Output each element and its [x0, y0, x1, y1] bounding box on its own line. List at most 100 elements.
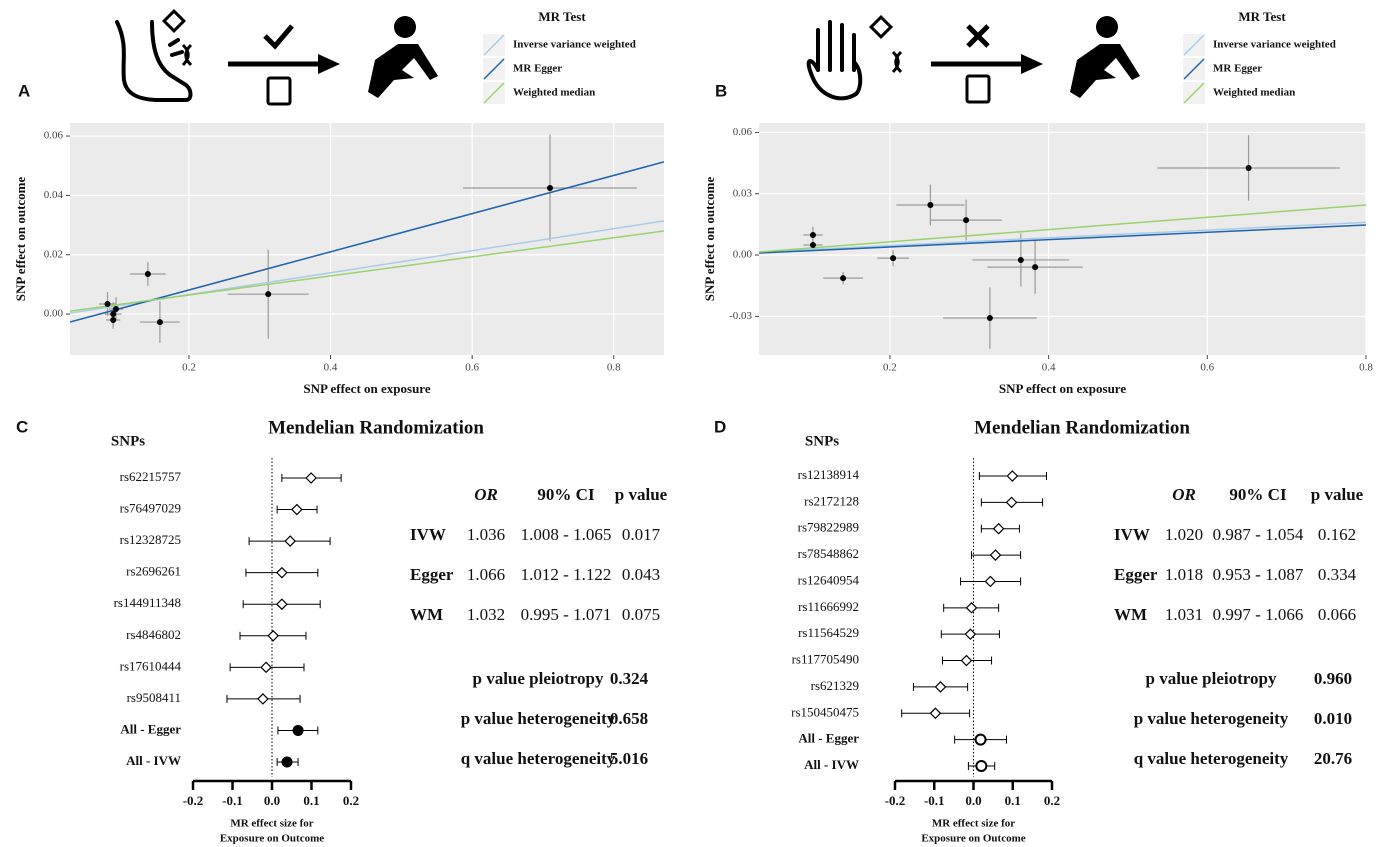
row-label: rs144911348	[114, 595, 181, 610]
estimate-marker	[1005, 496, 1018, 509]
table-cell: 0.995 - 1.071	[521, 605, 612, 624]
point	[1032, 264, 1039, 271]
x-tick-label: 0.6	[465, 362, 479, 374]
row-label: rs621329	[811, 678, 859, 693]
x-tick-label: -0.2	[885, 793, 906, 808]
x-tick-label: 0.0	[264, 793, 280, 808]
forest-title: Mendelian Randomization	[268, 417, 484, 438]
table-cell: 1.066	[467, 565, 505, 584]
table-cell: 1.018	[1165, 565, 1203, 584]
row-label: rs12328725	[120, 532, 181, 547]
point	[113, 306, 120, 313]
estimate-marker	[992, 522, 1005, 535]
estimate-marker	[965, 601, 978, 614]
table-header: 90% CI	[537, 485, 595, 504]
stat-label: q value heterogeneity	[1134, 749, 1289, 768]
estimate-marker	[260, 661, 272, 674]
estimate-marker	[305, 472, 317, 484]
stat-value: 20.76	[1314, 749, 1352, 768]
point	[110, 316, 117, 323]
stat-value: 0.010	[1314, 709, 1352, 728]
x-tick-label: 0.2	[883, 362, 897, 374]
stat-value: 5.016	[610, 749, 648, 768]
y-tick-label: 0.04	[44, 189, 64, 201]
x-tick-label: 0.2	[182, 362, 196, 374]
table-row-label: IVW	[410, 525, 446, 544]
x-axis-title: Exposure on Outcome	[220, 833, 324, 845]
x-tick-label: -0.2	[183, 793, 204, 808]
row-label: rs4846802	[126, 627, 181, 642]
estimate-marker	[284, 535, 297, 547]
point	[156, 319, 163, 326]
stat-label: p value heterogeneity	[1134, 709, 1289, 728]
table-cell: 0.334	[1318, 565, 1357, 584]
legend-title: MR Test	[1238, 9, 1286, 24]
estimate-marker	[960, 654, 973, 667]
point	[265, 291, 272, 298]
outcome-icon	[368, 16, 438, 98]
stat-label: p value pleiotropy	[473, 669, 604, 688]
x-tick-label: 0.1	[1005, 793, 1021, 808]
estimate-marker	[934, 681, 947, 693]
table-header: 90% CI	[1229, 485, 1287, 504]
exposure-icon-hand	[806, 20, 863, 101]
y-tick-label: 0.06	[44, 130, 64, 142]
x-axis-title: SNP effect on exposure	[303, 381, 430, 396]
arrow-a	[228, 24, 340, 106]
table-header: OR	[474, 485, 498, 504]
legend-key-line	[483, 82, 505, 104]
point	[809, 242, 816, 249]
row-label: rs62215757	[120, 469, 182, 484]
panel-label: C	[16, 417, 28, 436]
stat-label: q value heterogeneity	[461, 749, 616, 768]
table-cell: 0.066	[1318, 605, 1356, 624]
row-label: All - IVW	[126, 753, 181, 768]
table-cell: 1.032	[467, 605, 505, 624]
y-tick-label: -0.03	[729, 310, 752, 322]
x-axis-title: Exposure on Outcome	[921, 833, 1025, 845]
panel-label: D	[714, 417, 726, 436]
row-label: rs12640954	[798, 572, 860, 587]
x-axis-title: MR effect size for	[932, 818, 1015, 830]
x-tick-label: -0.1	[222, 793, 243, 808]
estimate-marker	[984, 575, 997, 588]
legend-key-line	[483, 34, 505, 56]
x-tick-label: 0.4	[1042, 362, 1056, 374]
summary-marker	[292, 724, 304, 736]
point	[110, 311, 117, 318]
stat-label: p value heterogeneity	[461, 709, 616, 728]
table-cell: 0.162	[1318, 525, 1356, 544]
point	[547, 184, 554, 191]
point	[1017, 256, 1024, 263]
table-cell: 1.031	[1165, 605, 1203, 624]
regression-line	[759, 221, 1366, 253]
stat-value: 0.960	[1314, 669, 1352, 688]
x-tick-label: 0.8	[1359, 362, 1373, 374]
legend-title: MR Test	[538, 9, 586, 24]
legend-label: Weighted median	[1213, 87, 1295, 99]
stat-value: 0.658	[610, 709, 648, 728]
y-axis-title: SNP effect on outcome	[702, 177, 717, 302]
y-tick-label: 0.02	[44, 248, 63, 260]
x-tick-label: 0.4	[324, 362, 338, 374]
exposure-icon-foot	[115, 20, 193, 102]
row-label: rs117705490	[792, 652, 859, 667]
x-tick-label: 0.2	[1044, 793, 1060, 808]
table-header: OR	[1172, 485, 1196, 504]
row-label: All - IVW	[804, 757, 859, 772]
summary-marker	[975, 760, 988, 772]
table-cell: 1.020	[1165, 525, 1203, 544]
legend-label: MR Egger	[1213, 63, 1262, 75]
x-tick-label: 0.8	[607, 362, 621, 374]
row-label: rs76497029	[120, 501, 181, 516]
estimate-marker	[964, 628, 977, 641]
regression-line	[70, 230, 664, 312]
y-tick-label: 0.03	[733, 187, 753, 199]
regression-line	[759, 204, 1366, 253]
point	[963, 217, 970, 224]
point	[927, 201, 934, 208]
estimate-marker	[989, 549, 1002, 561]
point	[809, 232, 816, 239]
table-cell: 0.953 - 1.087	[1213, 565, 1304, 584]
